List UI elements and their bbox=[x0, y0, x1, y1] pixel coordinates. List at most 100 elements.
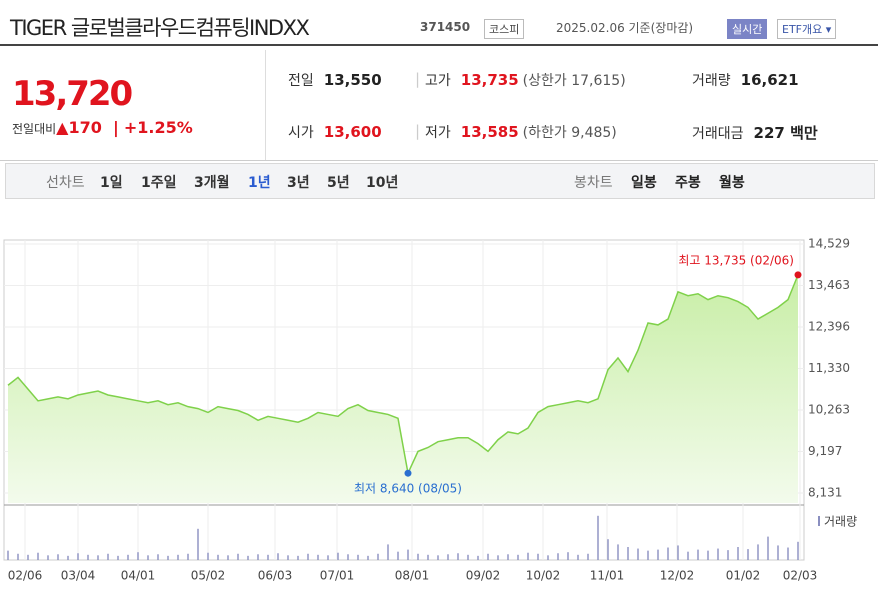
volume-bar bbox=[247, 555, 249, 560]
period-tabs: 선차트 1일 1주일 3개월 1년 3년 5년 10년 봉차트 일봉 주봉 월봉 bbox=[5, 163, 875, 199]
volume-bar bbox=[487, 553, 489, 560]
tab[interactable]: 3년 bbox=[287, 175, 310, 191]
stat-value: 13,585 bbox=[460, 123, 519, 141]
stat-value: 13,735 bbox=[460, 71, 519, 89]
stat: 거래량 16,621 bbox=[692, 70, 799, 90]
tab[interactable]: 일봉 bbox=[631, 175, 657, 191]
volume-bar bbox=[667, 547, 669, 560]
volume-bar bbox=[527, 552, 529, 560]
volume-bar bbox=[607, 539, 609, 560]
volume-bar bbox=[777, 545, 779, 560]
volume-bar bbox=[787, 547, 789, 560]
volume-bar bbox=[387, 544, 389, 560]
volume-bar bbox=[397, 551, 399, 560]
stat: 전일 13,550 bbox=[288, 70, 382, 90]
volume-bar bbox=[337, 552, 339, 560]
volume-bar bbox=[727, 550, 729, 560]
change-label: 전일대비 bbox=[12, 122, 57, 136]
volume-bar bbox=[647, 550, 649, 560]
y-tick-label: 9,197 bbox=[808, 444, 842, 458]
stat: 거래대금 227 백만 bbox=[692, 122, 818, 143]
tab[interactable]: 10년 bbox=[366, 175, 399, 191]
x-tick-label: 12/02 bbox=[660, 569, 695, 583]
volume-bar bbox=[197, 528, 199, 560]
tab-group-label: 봉차트 bbox=[574, 175, 613, 191]
high-label: 최고 13,735 (02/06) bbox=[678, 253, 794, 267]
volume-bar bbox=[187, 553, 189, 560]
y-tick-label: 8,131 bbox=[808, 486, 842, 500]
volume-bar bbox=[277, 553, 279, 560]
volume-bar bbox=[687, 551, 689, 560]
etf-button[interactable]: ETF개요 ▾ bbox=[777, 19, 837, 39]
tab[interactable]: 월봉 bbox=[719, 175, 745, 191]
volume-bar bbox=[467, 554, 469, 560]
realtime-button[interactable]: 실시간 bbox=[727, 19, 768, 39]
x-tick-label: 03/04 bbox=[61, 569, 96, 583]
volume-bar bbox=[27, 554, 29, 560]
x-tick-label: 06/03 bbox=[258, 569, 293, 583]
volume-bar bbox=[137, 552, 139, 560]
volume-bar bbox=[757, 544, 759, 560]
stat: | 저가 13,585 (하한가 9,485) bbox=[415, 122, 617, 142]
plot-frame bbox=[3, 239, 805, 561]
volume-bar bbox=[567, 552, 569, 560]
volume-bar bbox=[637, 548, 639, 560]
volume-bar bbox=[107, 553, 109, 560]
volume-bar bbox=[17, 553, 19, 560]
volume-bar bbox=[217, 554, 219, 560]
stat-sep: | bbox=[415, 70, 421, 88]
volume-bar bbox=[517, 554, 519, 560]
volume-bar bbox=[47, 555, 49, 560]
volume-bar bbox=[267, 554, 269, 560]
x-tick-label: 05/02 bbox=[191, 569, 226, 583]
x-tick-label: 04/01 bbox=[121, 569, 156, 583]
stat-value: 16,621 bbox=[740, 71, 799, 89]
market-badge: 코스피 bbox=[484, 19, 525, 39]
stat-value: 227 백만 bbox=[753, 124, 818, 142]
tab[interactable]: 3개월 bbox=[194, 175, 230, 191]
volume-bar bbox=[317, 554, 319, 560]
volume-bar bbox=[127, 554, 129, 560]
volume-bar bbox=[437, 555, 439, 560]
volume-bar bbox=[297, 555, 299, 560]
volume-bar bbox=[77, 553, 79, 560]
volume-bar bbox=[767, 536, 769, 560]
volume-bar bbox=[347, 554, 349, 560]
volume-bar bbox=[357, 554, 359, 560]
volume-bar bbox=[537, 553, 539, 560]
tab[interactable]: 주봉 bbox=[675, 175, 701, 191]
tab[interactable]: 1년 bbox=[248, 175, 271, 191]
low-label: 최저 8,640 (08/05) bbox=[354, 482, 462, 496]
tab[interactable]: 1일 bbox=[100, 175, 123, 191]
y-tick-label: 11,330 bbox=[808, 361, 850, 375]
volume-bar bbox=[237, 553, 239, 560]
change-rate: +1.25% bbox=[123, 118, 193, 137]
volume-bar bbox=[87, 554, 89, 560]
stat-value: 13,600 bbox=[323, 123, 382, 141]
volume-bar bbox=[177, 554, 179, 560]
stat-label: 거래대금 bbox=[692, 126, 744, 142]
x-tick-label: 07/01 bbox=[320, 569, 355, 583]
stat-label: 저가 bbox=[425, 125, 451, 141]
volume-bar bbox=[797, 541, 799, 560]
volume-bar bbox=[547, 555, 549, 560]
etf-text: ETF개요 bbox=[782, 23, 823, 36]
x-tick-label: 02/06 bbox=[8, 569, 43, 583]
stat-label: 전일 bbox=[288, 73, 314, 89]
divider bbox=[265, 50, 266, 160]
stat-label: 시가 bbox=[288, 125, 314, 141]
tab[interactable]: 1주일 bbox=[141, 175, 177, 191]
stat-sep: | bbox=[415, 122, 421, 140]
volume-bar bbox=[167, 555, 169, 560]
price-line bbox=[7, 274, 799, 476]
tab[interactable]: 5년 bbox=[327, 175, 350, 191]
x-tick-label: 02/03 bbox=[783, 569, 818, 583]
volume-bar bbox=[577, 554, 579, 560]
volume-bar bbox=[427, 554, 429, 560]
volume-bar bbox=[117, 555, 119, 560]
title: TIGER 글로벌클라우드컴퓨팅INDXX bbox=[10, 16, 310, 40]
change: 전일대비▲170 | +1.25% bbox=[12, 118, 193, 137]
volume-bar bbox=[597, 515, 599, 560]
